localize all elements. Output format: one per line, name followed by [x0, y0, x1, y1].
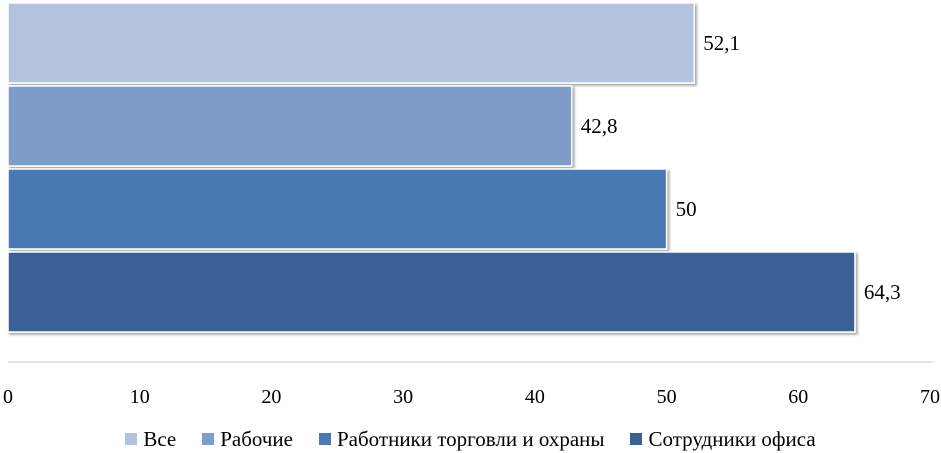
legend-label: Работники торговли и охраны: [337, 426, 605, 451]
data-label-3: 50: [676, 197, 697, 221]
legend-swatch: [202, 433, 215, 445]
legend-item: Работники торговли и охраны: [319, 427, 604, 452]
legend-label: Сотрудники офиса: [648, 426, 816, 451]
legend-swatch: [319, 433, 331, 445]
x-tick-label: 60: [788, 386, 808, 408]
legend-item: Рабочие: [202, 427, 293, 452]
x-tick-label: 70: [920, 386, 940, 408]
bar-4: [7, 251, 856, 333]
legend-swatch: [125, 433, 138, 445]
x-tick-label: 20: [261, 386, 281, 408]
x-tick-label: 40: [525, 386, 545, 408]
legend-item: Сотрудники офиса: [630, 426, 816, 452]
x-tick-label: 10: [130, 386, 150, 408]
legend-swatch: [630, 433, 643, 445]
data-label-4: 64,3: [864, 280, 901, 304]
data-label-2: 42,8: [581, 114, 618, 138]
x-tick-label: 30: [393, 386, 413, 408]
data-label-1: 52,1: [703, 31, 740, 55]
x-tick-label: 0: [3, 386, 13, 408]
bar-3: [7, 168, 668, 250]
x-tick-label: 50: [657, 386, 677, 408]
legend: Все Рабочие Работники торговли и охраны Сот…: [0, 425, 941, 453]
bar-chart: 52,1 42,8 50 64,3 0 10 20 30 40 50 60 70: [3, 2, 940, 408]
legend-item: Все: [125, 427, 176, 452]
legend-label: Рабочие: [220, 426, 293, 451]
legend-label: Все: [143, 426, 177, 451]
bar-2: [7, 85, 573, 167]
bar-1: [7, 2, 695, 84]
